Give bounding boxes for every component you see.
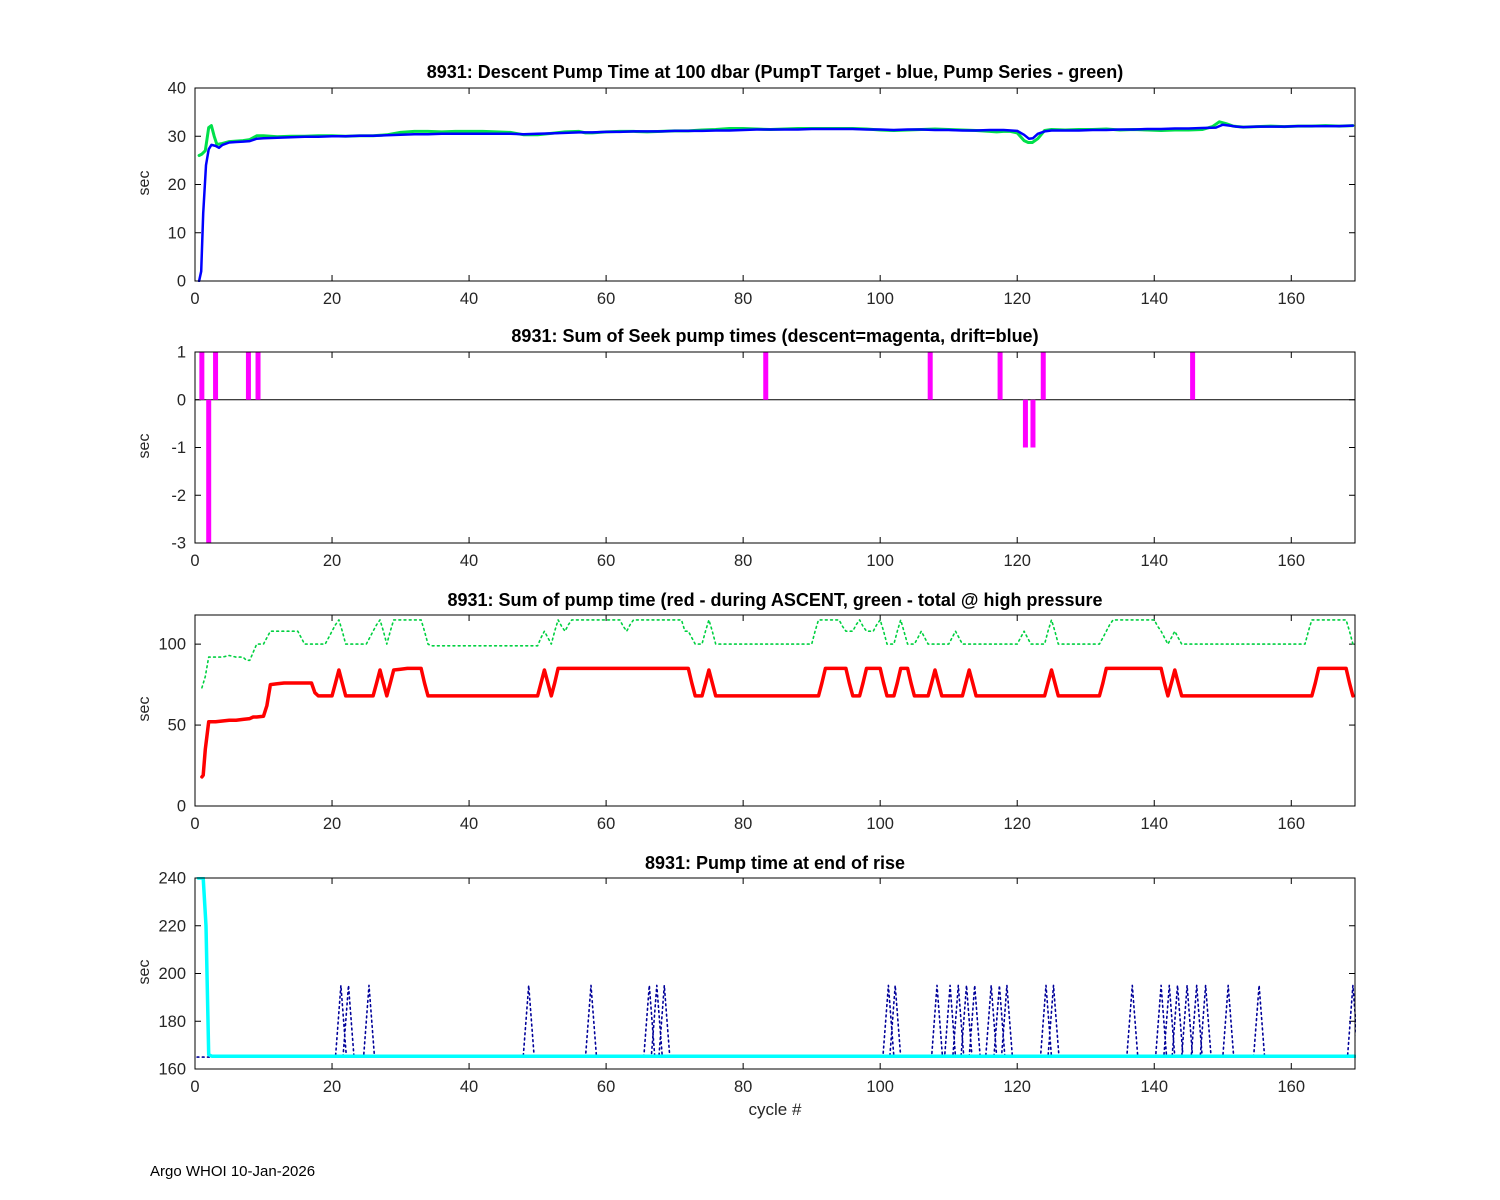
svg-text:120: 120 bbox=[1003, 1078, 1031, 1096]
plot1-title: 8931: Descent Pump Time at 100 dbar (Pum… bbox=[426, 62, 1124, 82]
svg-text:160: 160 bbox=[1278, 1078, 1306, 1096]
svg-text:0: 0 bbox=[177, 798, 186, 816]
plot4-canvas: 0 20 40 60 80 100 120 140 160 160 180 200 220 240 bbox=[158, 870, 1356, 1096]
svg-text:40: 40 bbox=[460, 552, 478, 570]
svg-text:80: 80 bbox=[734, 290, 752, 308]
svg-text:60: 60 bbox=[597, 815, 615, 833]
svg-text:60: 60 bbox=[597, 552, 615, 570]
svg-text:160: 160 bbox=[1278, 290, 1306, 308]
svg-text:40: 40 bbox=[460, 290, 478, 308]
svg-text:60: 60 bbox=[597, 290, 615, 308]
svg-text:0: 0 bbox=[177, 273, 186, 291]
svg-text:60: 60 bbox=[597, 1078, 615, 1096]
plot4-title: 8931: Pump time at end of rise bbox=[644, 853, 906, 873]
plot2-canvas: 0 20 40 60 80 100 120 140 160 -3 -2 -1 0 1 bbox=[171, 344, 1356, 570]
svg-text:1: 1 bbox=[177, 344, 186, 362]
svg-text:40: 40 bbox=[460, 1078, 478, 1096]
svg-text:30: 30 bbox=[168, 128, 186, 146]
svg-text:20: 20 bbox=[323, 815, 341, 833]
svg-text:100: 100 bbox=[158, 636, 186, 654]
svg-text:100: 100 bbox=[866, 815, 894, 833]
svg-text:160: 160 bbox=[158, 1061, 186, 1079]
svg-text:0: 0 bbox=[190, 290, 199, 308]
svg-text:20: 20 bbox=[323, 290, 341, 308]
svg-text:140: 140 bbox=[1140, 290, 1168, 308]
svg-text:20: 20 bbox=[323, 1078, 341, 1096]
svg-text:140: 140 bbox=[1140, 552, 1168, 570]
subplot-sum-pump-time: 8931: Sum of pump time (red - during ASC… bbox=[0, 588, 1500, 848]
svg-text:0: 0 bbox=[177, 391, 186, 409]
svg-text:140: 140 bbox=[1140, 815, 1168, 833]
svg-text:220: 220 bbox=[158, 917, 186, 935]
plot2-title: 8931: Sum of Seek pump times (descent=ma… bbox=[511, 326, 1039, 346]
svg-text:20: 20 bbox=[168, 176, 186, 194]
plot3-canvas: 0 20 40 60 80 100 120 140 160 0 50 100 bbox=[158, 614, 1356, 833]
svg-text:120: 120 bbox=[1003, 552, 1031, 570]
svg-text:100: 100 bbox=[866, 1078, 894, 1096]
subplot-pump-time-end-of-rise: 8931: Pump time at end of rise sec 0 20 40… bbox=[0, 851, 1500, 1151]
plot3-title: 8931: Sum of pump time (red - during ASC… bbox=[447, 590, 1103, 610]
svg-text:-2: -2 bbox=[171, 487, 186, 505]
svg-text:180: 180 bbox=[158, 1013, 186, 1031]
svg-text:160: 160 bbox=[1278, 815, 1306, 833]
svg-text:40: 40 bbox=[168, 80, 186, 98]
x-axis-label: cycle # bbox=[748, 1100, 802, 1119]
svg-text:0: 0 bbox=[190, 815, 199, 833]
svg-text:-1: -1 bbox=[171, 439, 186, 457]
svg-text:240: 240 bbox=[158, 870, 186, 888]
svg-text:80: 80 bbox=[734, 1078, 752, 1096]
svg-text:80: 80 bbox=[734, 552, 752, 570]
svg-text:120: 120 bbox=[1003, 290, 1031, 308]
svg-text:80: 80 bbox=[734, 815, 752, 833]
svg-text:160: 160 bbox=[1278, 552, 1306, 570]
svg-text:0: 0 bbox=[190, 1078, 199, 1096]
svg-text:-3: -3 bbox=[171, 535, 186, 553]
svg-text:200: 200 bbox=[158, 965, 186, 983]
footer-text: Argo WHOI 10-Jan-2026 bbox=[150, 1163, 316, 1180]
svg-text:140: 140 bbox=[1140, 1078, 1168, 1096]
plot1-canvas: 0 20 40 60 80 100 120 140 160 0 10 20 30 40 bbox=[168, 80, 1356, 308]
svg-text:0: 0 bbox=[190, 552, 199, 570]
svg-text:100: 100 bbox=[866, 552, 894, 570]
svg-text:100: 100 bbox=[866, 290, 894, 308]
svg-text:10: 10 bbox=[168, 224, 186, 242]
subplot-descent-pump-time: 8931: Descent Pump Time at 100 dbar (Pum… bbox=[0, 60, 1500, 320]
svg-text:20: 20 bbox=[323, 552, 341, 570]
svg-text:50: 50 bbox=[168, 717, 186, 735]
svg-text:40: 40 bbox=[460, 815, 478, 833]
svg-text:120: 120 bbox=[1003, 815, 1031, 833]
subplot-seek-pump-times: 8931: Sum of Seek pump times (descent=ma… bbox=[0, 324, 1500, 584]
